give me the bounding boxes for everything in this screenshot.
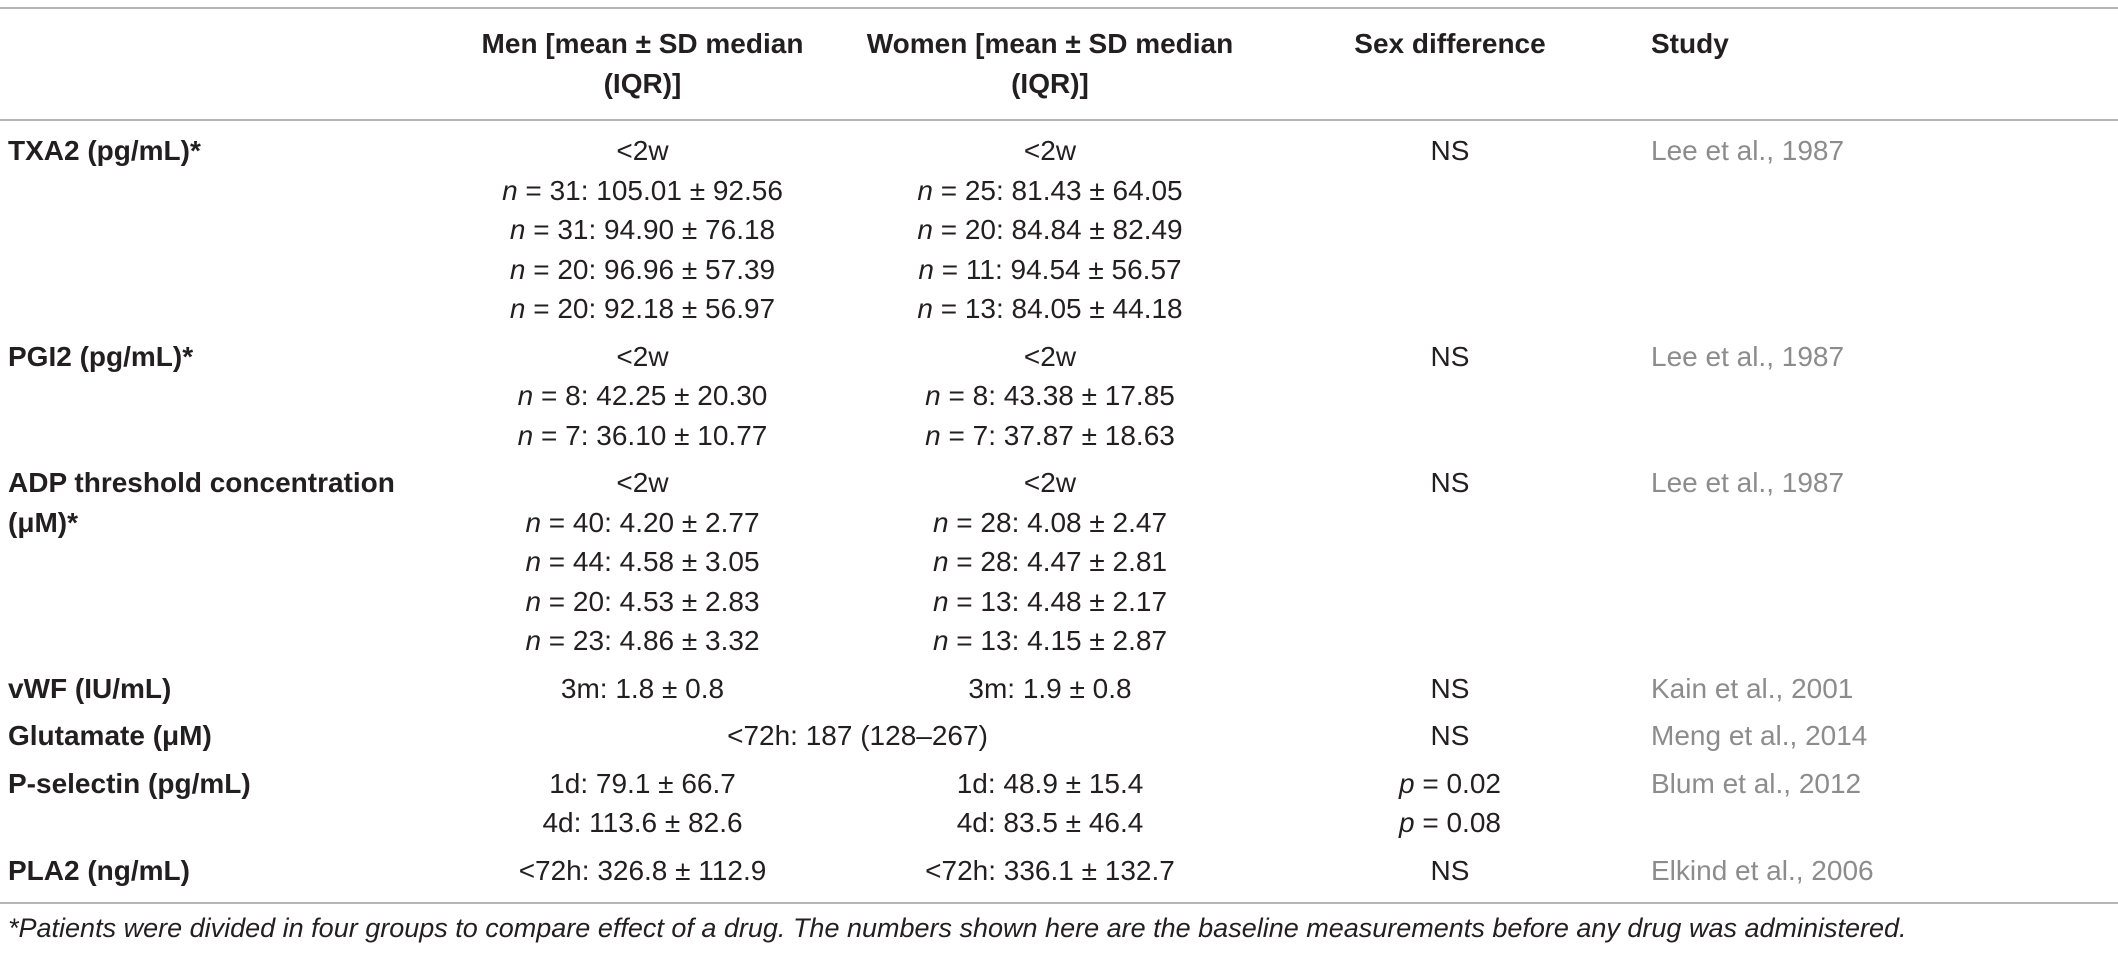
row-sex-difference-line: NS [1430,672,1470,704]
row-men-line: 3m: 1.8 ± 0.8 [560,672,725,704]
row-study: Blum et al., 2012 [1651,767,1862,799]
header-men: Men [mean ± SD median (IQR)] [481,28,804,99]
row-men-line: n = 20: 4.53 ± 2.83 [525,585,760,617]
table-row: ADP threshold concentration (μM)* <2w n = … [0,459,2118,665]
row-men-line: n = 40: 4.20 ± 2.77 [525,506,760,538]
row-women-line: n = 13: 4.48 ± 2.17 [932,585,1168,617]
row-sex-difference-line: NS [1430,340,1470,372]
row-study: Meng et al., 2014 [1651,720,1868,751]
row-study: Kain et al., 2001 [1651,672,1854,704]
table-row: PLA2 (ng/mL) <72h: 326.8 ± 112.9 <72h: 336… [0,847,2118,904]
row-parameter: vWF (IU/mL) [8,672,172,704]
row-sex-difference: NS [1265,712,1635,760]
row-women-line: n = 8: 43.38 ± 17.85 [925,380,1175,411]
row-women-line: 4d: 83.5 ± 46.4 [956,807,1144,838]
row-men-line: n = 44: 4.58 ± 3.05 [525,546,760,577]
row-sex-difference: NS [1265,665,1635,713]
row-women-line: <72h: 336.1 ± 132.7 [925,854,1175,886]
row-sex-difference-line: NS [1430,467,1470,498]
row-men-line: n = 8: 42.25 ± 20.30 [517,380,768,411]
row-sex-difference: NS [1265,333,1635,460]
row-sex-difference-line: NS [1430,135,1470,166]
row-sex-difference: NS [1265,847,1635,904]
table-row: TXA2 (pg/mL)* <2w n = 31: 105.01 ± 92.56 n … [0,120,2118,333]
row-women: <2w n = 8: 43.38 ± 17.85 n = 7: 37.87 ± 18… [835,333,1265,460]
row-parameter: Glutamate (μM) [8,720,212,751]
header-row: Men [mean ± SD median (IQR)] Women [mean… [0,8,2118,120]
row-parameter: ADP threshold concentration (μM)* [8,467,395,538]
table-row: P-selectin (pg/mL) 1d: 79.1 ± 66.7 4d: 113… [0,760,2118,847]
row-men: 1d: 79.1 ± 66.7 4d: 113.6 ± 82.6 [450,760,835,847]
row-men: <2w n = 40: 4.20 ± 2.77 n = 44: 4.58 ± 3.0… [450,459,835,665]
row-study: Lee et al., 1987 [1651,340,1845,372]
row-men: <2w n = 8: 42.25 ± 20.30 n = 7: 36.10 ± 10… [450,333,835,460]
row-women-line: 1d: 48.9 ± 15.4 [956,767,1144,799]
row-parameter: PLA2 (ng/mL) [8,854,190,886]
row-men-line: n = 20: 96.96 ± 57.39 [509,253,776,285]
header-women: Women [mean ± SD median (IQR)] [866,28,1234,99]
row-women-line: <2w [1023,467,1077,498]
row-parameter: TXA2 (pg/mL)* [8,135,201,166]
table-row: vWF (IU/mL) 3m: 1.8 ± 0.8 3m: 1.9 ± 0.8 NS K… [0,665,2118,713]
row-women-line: <2w [1023,135,1077,166]
row-men-line: n = 31: 105.01 ± 92.56 [502,174,783,206]
row-women: 3m: 1.9 ± 0.8 [835,665,1265,713]
table-row: Glutamate (μM) <72h: 187 (128–267) NS Meng … [0,712,2118,760]
row-women-line: n = 13: 4.15 ± 2.87 [932,625,1168,656]
row-study: Lee et al., 1987 [1651,135,1845,166]
row-study: Lee et al., 1987 [1651,467,1845,498]
footnote: *Patients were divided in four groups to… [8,913,1907,943]
row-men-line: n = 20: 92.18 ± 56.97 [509,293,776,324]
row-men-line: n = 7: 36.10 ± 10.77 [517,419,768,451]
row-women: 1d: 48.9 ± 15.4 4d: 83.5 ± 46.4 [835,760,1265,847]
row-parameter: PGI2 (pg/mL)* [8,340,194,372]
row-women-line: n = 13: 84.05 ± 44.18 [917,293,1183,324]
row-women-line: <2w [1023,340,1077,372]
row-women-line: 3m: 1.9 ± 0.8 [968,672,1132,704]
row-women: <2w n = 25: 81.43 ± 64.05 n = 20: 84.84 ± … [835,120,1265,333]
table-row: PGI2 (pg/mL)* <2w n = 8: 42.25 ± 20.30 n = … [0,333,2118,460]
row-women-line: n = 28: 4.08 ± 2.47 [932,506,1168,538]
row-men: <2w n = 31: 105.01 ± 92.56 n = 31: 94.90 ±… [450,120,835,333]
row-sex-difference-line: NS [1430,854,1470,886]
row-men-line: 1d: 79.1 ± 66.7 [549,767,736,799]
row-sex-difference: NS [1265,459,1635,665]
row-men-line: <2w [616,467,669,498]
row-men-line: <2w [616,340,669,372]
row-men-line: <72h: 326.8 ± 112.9 [518,854,767,886]
row-sex-difference: NS [1265,120,1635,333]
row-men-line: <2w [616,135,669,166]
row-women-line: n = 7: 37.87 ± 18.63 [925,419,1175,451]
row-men: <72h: 326.8 ± 112.9 [450,847,835,904]
data-table: Men [mean ± SD median (IQR)] Women [mean… [0,7,2118,904]
row-women: <72h: 336.1 ± 132.7 [835,847,1265,904]
row-women: <2w n = 28: 4.08 ± 2.47 n = 28: 4.47 ± 2.8… [835,459,1265,665]
row-study: Elkind et al., 2006 [1651,854,1874,886]
table-body: TXA2 (pg/mL)* <2w n = 31: 105.01 ± 92.56 n … [0,120,2118,903]
row-sex-difference-line: p = 0.08 [1399,807,1501,838]
row-women-line: n = 25: 81.43 ± 64.05 [917,174,1183,206]
row-sex-difference-line: NS [1430,720,1470,751]
row-sex-difference: p = 0.02 p = 0.08 [1265,760,1635,847]
row-men-line: 4d: 113.6 ± 82.6 [542,807,743,838]
header-study: Study [1651,28,1729,59]
row-parameter: P-selectin (pg/mL) [8,767,251,799]
header-sex-difference: Sex difference [1354,28,1546,59]
row-women-line: n = 20: 84.84 ± 82.49 [917,214,1183,245]
header-param [0,8,450,120]
row-women-line: n = 11: 94.54 ± 56.57 [918,253,1182,285]
row-women-line: n = 28: 4.47 ± 2.81 [932,546,1168,577]
row-men-line: n = 31: 94.90 ± 76.18 [509,214,776,245]
row-men-line: n = 23: 4.86 ± 3.32 [525,625,760,656]
row-combined-value: <72h: 187 (128–267) [727,720,988,751]
row-men: 3m: 1.8 ± 0.8 [450,665,835,713]
row-sex-difference-line: p = 0.02 [1399,767,1501,799]
